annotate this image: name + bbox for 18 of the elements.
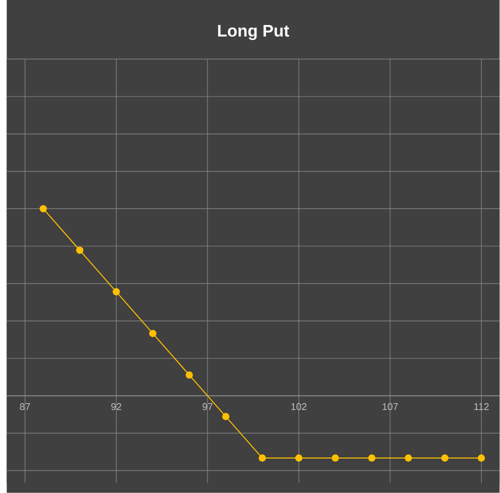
point — [76, 246, 84, 254]
point — [149, 330, 156, 338]
point — [404, 454, 412, 462]
x-tick-label: 87 — [20, 403, 30, 410]
point — [40, 205, 47, 212]
x-tick-label: 107 — [382, 403, 398, 410]
x-tick-label: 112 — [474, 403, 489, 410]
point — [368, 454, 376, 462]
point — [112, 288, 120, 296]
point — [295, 454, 302, 462]
point — [441, 454, 448, 462]
point — [186, 371, 193, 379]
point — [222, 412, 230, 420]
point — [332, 454, 339, 462]
point — [258, 454, 266, 462]
point — [478, 454, 485, 462]
x-tick-label: 97 — [202, 403, 213, 410]
chart-title: Long Put — [218, 25, 290, 40]
